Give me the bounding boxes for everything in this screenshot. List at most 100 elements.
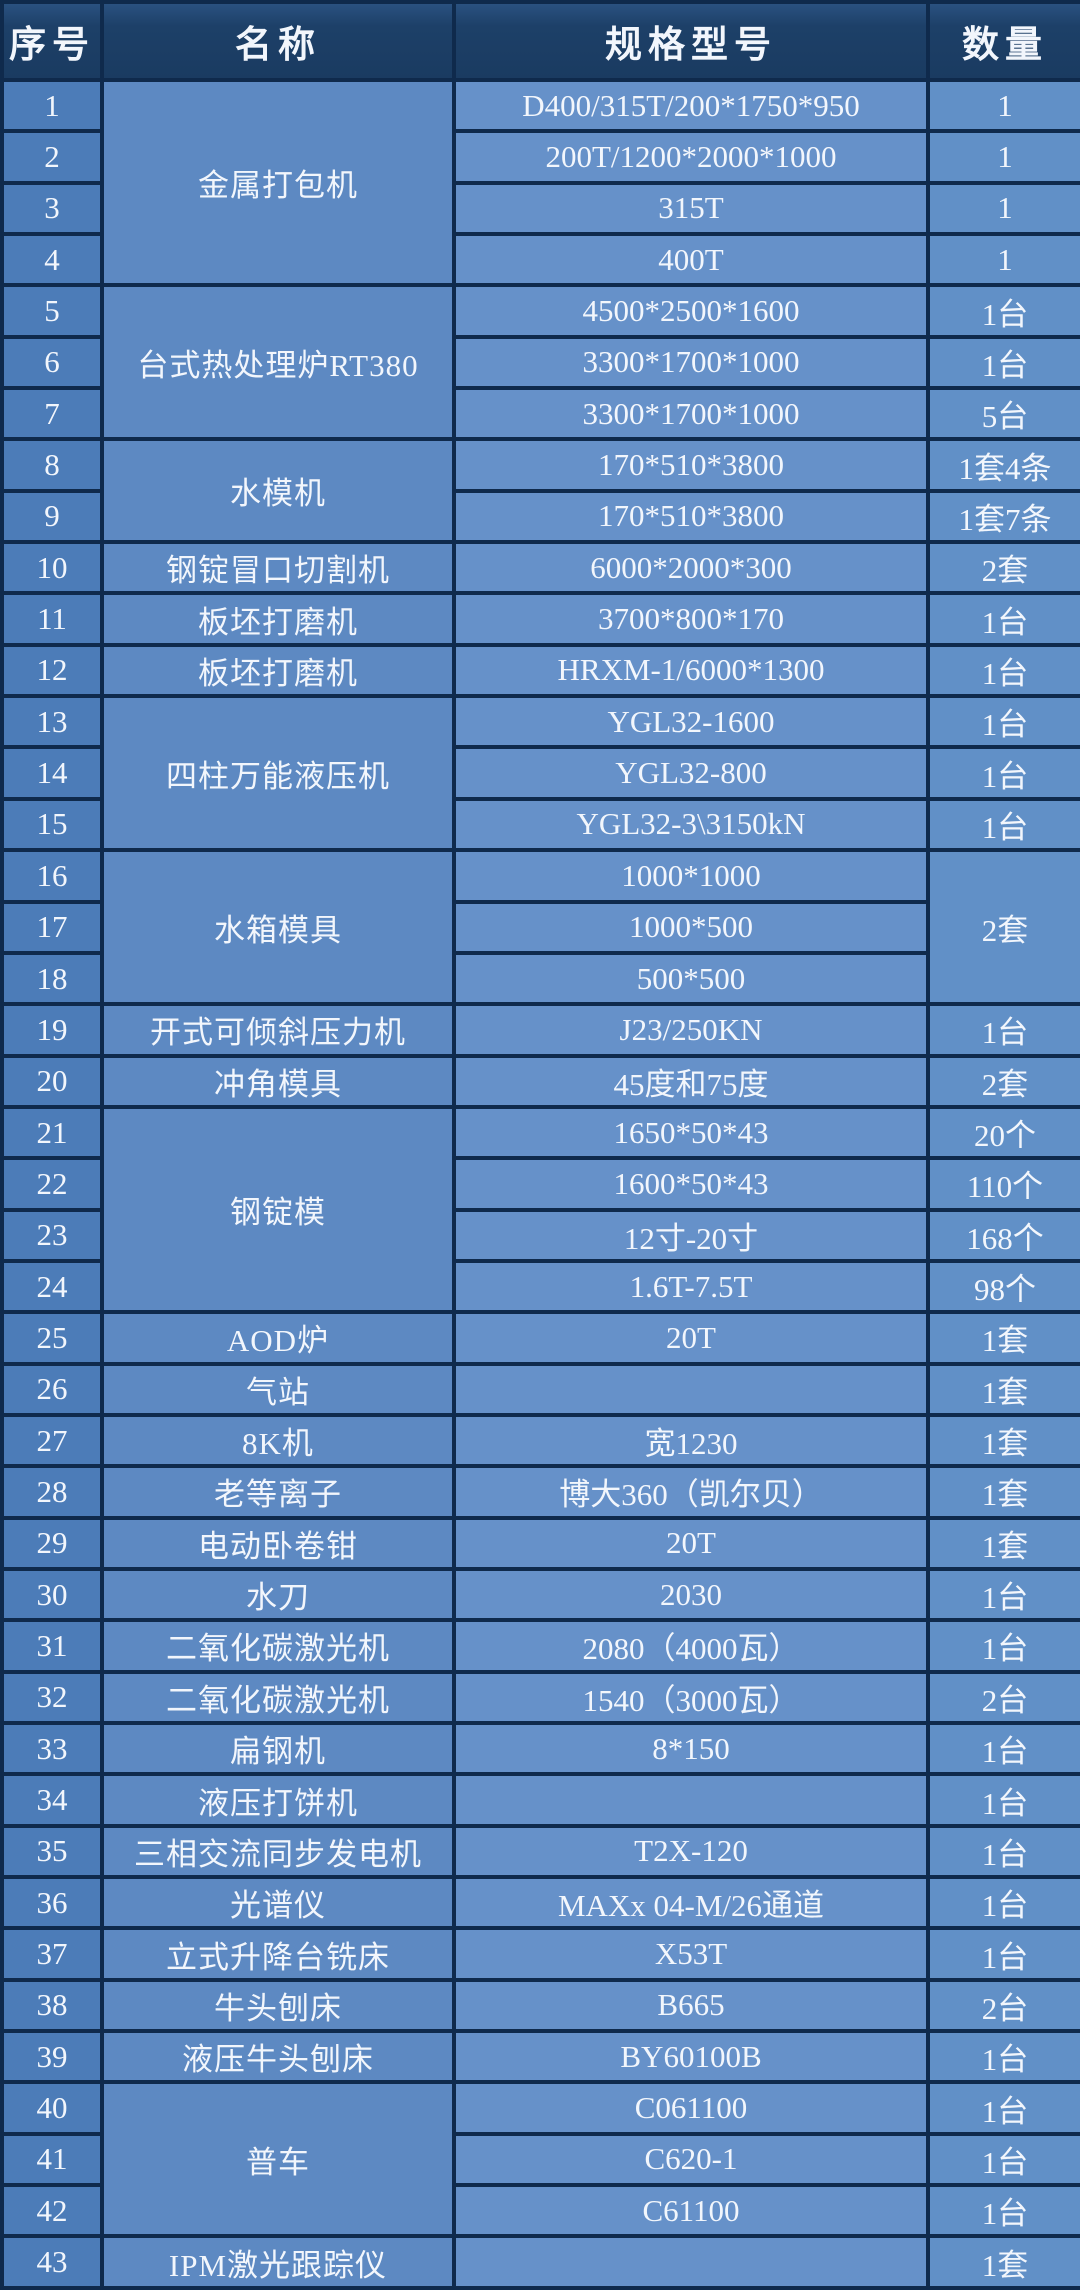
row-qty-cell: 1台 bbox=[926, 2183, 1080, 2239]
row-name-cell: 扁钢机 bbox=[100, 1720, 456, 1777]
equipment-table-body: 1 金属打包机 D400/315T/200*1750*950 1 2 200T/1200*… bbox=[0, 77, 1080, 2290]
table-row: 32 二氧化碳激光机 1540（3000瓦） 2台 bbox=[0, 1669, 1080, 1726]
row-spec-cell: 200T/1200*2000*1000 bbox=[452, 129, 930, 185]
row-qty-cell: 1台 bbox=[926, 1002, 1080, 1058]
row-qty-cell: 1 bbox=[926, 129, 1080, 185]
row-no-cell: 38 bbox=[0, 1977, 104, 2034]
table-row: 5 台式热处理炉RT380 4500*2500*1600 1台 bbox=[0, 283, 1080, 442]
row-spec-cell: YGL32-3\3150kN bbox=[452, 796, 930, 853]
row-spec-cell: 6000*2000*300 bbox=[452, 540, 930, 596]
row-spec-cell: C061100 bbox=[452, 2080, 930, 2136]
row-no-cell: 6 bbox=[0, 334, 104, 391]
table-row: 24 1.6T-7.5T 98个 bbox=[0, 1258, 1080, 1315]
row-spec-cell: 2030 bbox=[452, 1566, 930, 1623]
table-row: 40 普车 C061100 1台 bbox=[0, 2080, 1080, 2239]
row-spec-cell: 1540（3000瓦） bbox=[452, 1669, 930, 1726]
row-no-cell: 3 bbox=[0, 180, 104, 237]
table-row: 18 500*500 bbox=[0, 950, 1080, 1007]
row-name-cell: 二氧化碳激光机 bbox=[100, 1618, 456, 1674]
row-name-cell: 水箱模具 bbox=[100, 848, 456, 1007]
row-name-cell: 牛头刨床 bbox=[100, 1977, 456, 2034]
row-qty-cell: 1套7条 bbox=[926, 488, 1080, 545]
table-row: 34 液压打饼机 1台 bbox=[0, 1772, 1080, 1828]
row-no-cell: 31 bbox=[0, 1618, 104, 1674]
row-no-cell: 33 bbox=[0, 1720, 104, 1777]
row-qty-cell: 1套 bbox=[926, 1361, 1080, 1417]
row-spec-cell bbox=[452, 1772, 930, 1828]
row-qty-cell: 2套 bbox=[926, 540, 1080, 596]
table-row: 25 AOD炉 20T 1套 bbox=[0, 1310, 1080, 1366]
row-no-cell: 40 bbox=[0, 2080, 104, 2136]
row-no-cell: 21 bbox=[0, 1104, 104, 1161]
row-name-cell: 普车 bbox=[100, 2080, 456, 2239]
row-spec-cell: 4500*2500*1600 bbox=[452, 283, 930, 339]
row-name-cell: 开式可倾斜压力机 bbox=[100, 1002, 456, 1058]
row-no-cell: 36 bbox=[0, 1875, 104, 1931]
table-row: 38 牛头刨床 B665 2台 bbox=[0, 1977, 1080, 2034]
row-qty-cell: 1台 bbox=[926, 694, 1080, 750]
row-spec-cell: 1000*500 bbox=[452, 899, 930, 955]
row-spec-cell: 1.6T-7.5T bbox=[452, 1258, 930, 1315]
table-row: 8 水模机 170*510*3800 1套4条 bbox=[0, 437, 1080, 545]
row-no-cell: 43 bbox=[0, 2234, 104, 2290]
table-row: 30 水刀 2030 1台 bbox=[0, 1566, 1080, 1623]
row-no-cell: 42 bbox=[0, 2183, 104, 2239]
row-spec-cell: 170*510*3800 bbox=[452, 488, 930, 545]
table-row: 26 气站 1套 bbox=[0, 1361, 1080, 1417]
row-spec-cell bbox=[452, 1361, 930, 1417]
table-row: 43 IPM激光跟踪仪 1套 bbox=[0, 2234, 1080, 2290]
row-no-cell: 35 bbox=[0, 1823, 104, 1880]
row-no-cell: 26 bbox=[0, 1361, 104, 1417]
row-no-cell: 27 bbox=[0, 1412, 104, 1469]
row-spec-cell: 315T bbox=[452, 180, 930, 237]
table-row: 36 光谱仪 MAXx 04-M/26通道 1台 bbox=[0, 1875, 1080, 1931]
row-name-cell: 液压牛头刨床 bbox=[100, 2029, 456, 2085]
row-no-cell: 23 bbox=[0, 1207, 104, 1263]
table-row: 33 扁钢机 8*150 1台 bbox=[0, 1720, 1080, 1777]
row-no-cell: 5 bbox=[0, 283, 104, 339]
row-no-cell: 20 bbox=[0, 1053, 104, 1109]
row-qty-cell: 1台 bbox=[926, 1566, 1080, 1623]
row-no-cell: 24 bbox=[0, 1258, 104, 1315]
row-qty-cell: 1台 bbox=[926, 283, 1080, 339]
row-name-cell: 液压打饼机 bbox=[100, 1772, 456, 1828]
row-qty-cell: 1套4条 bbox=[926, 437, 1080, 493]
table-row: 4 400T 1 bbox=[0, 232, 1080, 288]
row-spec-cell: B665 bbox=[452, 1977, 930, 2034]
row-name-cell: 水刀 bbox=[100, 1566, 456, 1623]
row-qty-cell: 168个 bbox=[926, 1207, 1080, 1263]
header-spec: 规格型号 bbox=[452, 0, 930, 82]
table-row: 37 立式升降台铣床 X53T 1台 bbox=[0, 1926, 1080, 1982]
row-spec-cell: 20T bbox=[452, 1515, 930, 1571]
row-name-cell: 老等离子 bbox=[100, 1464, 456, 1520]
row-name-cell: AOD炉 bbox=[100, 1310, 456, 1366]
row-no-cell: 13 bbox=[0, 694, 104, 750]
row-qty-cell: 5台 bbox=[926, 386, 1080, 442]
row-name-cell: 气站 bbox=[100, 1361, 456, 1417]
row-no-cell: 9 bbox=[0, 488, 104, 545]
row-qty-cell: 1台 bbox=[926, 796, 1080, 853]
row-spec-cell: 3300*1700*1000 bbox=[452, 386, 930, 442]
row-spec-cell: YGL32-1600 bbox=[452, 694, 930, 750]
row-name-cell: 光谱仪 bbox=[100, 1875, 456, 1931]
table-row: 3 315T 1 bbox=[0, 180, 1080, 237]
table-row: 23 12寸-20寸 168个 bbox=[0, 1207, 1080, 1263]
row-spec-cell: 博大360（凯尔贝） bbox=[452, 1464, 930, 1520]
table-row: 35 三相交流同步发电机 T2X-120 1台 bbox=[0, 1823, 1080, 1880]
row-name-cell: 钢锭冒口切割机 bbox=[100, 540, 456, 596]
row-name-cell: 二氧化碳激光机 bbox=[100, 1669, 456, 1726]
row-spec-cell: J23/250KN bbox=[452, 1002, 930, 1058]
row-name-cell: 板坯打磨机 bbox=[100, 591, 456, 647]
table-row: 31 二氧化碳激光机 2080（4000瓦） 1台 bbox=[0, 1618, 1080, 1674]
row-name-cell: 三相交流同步发电机 bbox=[100, 1823, 456, 1880]
row-spec-cell: 3700*800*170 bbox=[452, 591, 930, 647]
row-name-cell: 电动卧卷钳 bbox=[100, 1515, 456, 1571]
row-name-cell: 四柱万能液压机 bbox=[100, 694, 456, 853]
row-qty-cell: 1套 bbox=[926, 1310, 1080, 1366]
table-row: 22 1600*50*43 110个 bbox=[0, 1156, 1080, 1212]
row-qty-cell: 1台 bbox=[926, 1618, 1080, 1674]
table-row: 6 3300*1700*1000 1台 bbox=[0, 334, 1080, 391]
row-no-cell: 28 bbox=[0, 1464, 104, 1520]
row-spec-cell: C620-1 bbox=[452, 2131, 930, 2188]
